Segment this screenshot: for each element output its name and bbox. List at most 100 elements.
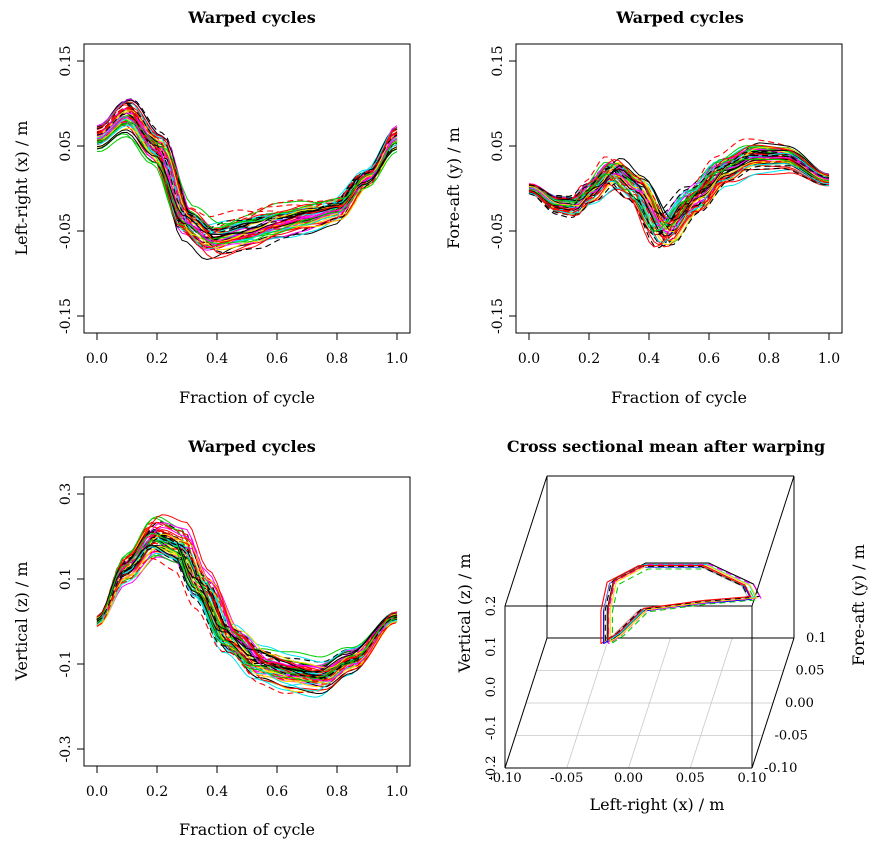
series-line <box>96 120 398 218</box>
ticks-3d: -0.10 -0.05 0.00 0.05 0.10 -0.2 -0.1 0.0 0.1 0.2 -… <box>484 596 827 786</box>
y-tick-label: 0.15 <box>58 45 74 76</box>
series-line <box>96 514 398 673</box>
plot-frame-1 <box>83 43 411 334</box>
series-line <box>96 112 398 246</box>
z-tick-label-3d: 0.00 <box>785 696 814 711</box>
x-tick-label-3d: -0.05 <box>550 771 583 786</box>
x-tick-label: 0.0 <box>86 784 108 800</box>
chart-title-1: Warped cycles <box>187 8 316 27</box>
y-tick-label: -0.05 <box>490 213 506 249</box>
series-line <box>528 162 830 243</box>
x-axis-label-2: Fraction of cycle <box>611 388 747 407</box>
series-curves-3 <box>96 514 398 698</box>
x-tick-label: 0.4 <box>638 351 660 367</box>
panel-vertical: Warped cycles 0.0 0.2 0.4 0.6 0.8 1.0 -0.3-0.… <box>12 437 411 839</box>
series-curves-1 <box>96 98 398 261</box>
x-tick-label-3d: 0.10 <box>738 771 767 786</box>
box-3d <box>504 475 795 769</box>
series-line <box>528 154 830 215</box>
series-line <box>528 152 830 232</box>
x-tick-label: 1.0 <box>386 784 408 800</box>
plot-frame-2 <box>515 43 843 334</box>
box-edge <box>504 637 548 769</box>
x-tick-label: 0.0 <box>86 351 108 367</box>
panel-fore-aft: Warped cycles 0.0 0.2 0.4 0.6 0.8 1.0 -0.15-0… <box>444 8 843 407</box>
x-tick-label: 0.8 <box>758 351 780 367</box>
x-tick-label: 0.2 <box>578 351 600 367</box>
y-tick-label-3d: 0.1 <box>484 636 499 657</box>
series-line <box>96 122 398 225</box>
y-tick-label-3d: 0.2 <box>484 596 499 617</box>
y-tick-label: 0.3 <box>58 483 74 505</box>
plot-frame-3 <box>83 476 411 767</box>
mean-loop <box>611 568 756 644</box>
series-line <box>96 101 398 243</box>
y-tick-label-3d: 0.0 <box>484 677 499 698</box>
z-tick-label-3d: 0.05 <box>796 664 825 679</box>
series-line <box>96 526 398 682</box>
series-line <box>528 160 830 240</box>
x-tick-label-3d: 0.05 <box>676 771 705 786</box>
mean-loop <box>604 565 750 642</box>
y-axis-label-2: Fore-aft (y) / m <box>444 127 463 249</box>
box-edge <box>751 475 795 607</box>
z-tick-label-3d: -0.10 <box>764 761 797 776</box>
series-line <box>96 99 398 241</box>
x-tick-label: 0.2 <box>146 784 168 800</box>
y-tick-label: 0.1 <box>58 568 74 590</box>
y-tick-label: -0.05 <box>58 213 74 249</box>
x-tick-label: 0.6 <box>698 351 720 367</box>
series-curves-2 <box>528 138 830 249</box>
x-ticks-3: 0.0 0.2 0.4 0.6 0.8 1.0 <box>86 766 408 800</box>
x-tick-label: 0.4 <box>206 351 228 367</box>
series-line <box>96 538 398 679</box>
x-axis-label-3: Fraction of cycle <box>179 820 315 839</box>
series-line <box>96 122 398 254</box>
y-axis-label-1: Left-right (x) / m <box>12 121 31 256</box>
panel-3d: Cross sectional mean after warping -0.10… <box>455 437 868 814</box>
chart-title-3: Warped cycles <box>187 437 316 456</box>
x-tick-label: 1.0 <box>386 351 408 367</box>
series-line <box>96 532 398 680</box>
mean-loop <box>607 564 752 640</box>
series-line <box>96 539 398 691</box>
y-tick-label: 0.05 <box>490 130 506 161</box>
x-tick-label: 1.0 <box>818 351 840 367</box>
x-tick-label: 0.4 <box>206 784 228 800</box>
x-ticks-2: 0.0 0.2 0.4 0.6 0.8 1.0 <box>518 333 840 367</box>
y-axis-label-4: Vertical (z) / m <box>455 553 474 673</box>
mean-loop <box>603 565 749 642</box>
series-line <box>96 539 398 683</box>
series-line <box>528 157 830 242</box>
x-tick-label: 0.0 <box>518 351 540 367</box>
z-tick-label-3d: -0.05 <box>775 729 808 744</box>
x-tick-label: 0.8 <box>326 351 348 367</box>
series-curves-4 <box>600 562 762 645</box>
mean-loop <box>608 564 762 645</box>
x-ticks-1: 0.0 0.2 0.4 0.6 0.8 1.0 <box>86 333 408 367</box>
mean-loop <box>609 565 758 643</box>
y-tick-label: 0.15 <box>490 45 506 76</box>
series-line <box>96 113 398 231</box>
x-axis-label-1: Fraction of cycle <box>179 388 315 407</box>
series-line <box>96 129 398 236</box>
x-tick-label: 0.8 <box>326 784 348 800</box>
series-line <box>96 557 398 683</box>
series-line <box>528 165 830 246</box>
series-line <box>96 108 398 233</box>
y-ticks-2: -0.15 -0.05 0.05 0.15 <box>490 45 516 334</box>
y-tick-label: -0.3 <box>58 736 74 763</box>
x-tick-label: 0.6 <box>266 351 288 367</box>
x-axis-label-4: Left-right (x) / m <box>590 795 725 814</box>
series-line <box>528 150 830 236</box>
y-tick-label: -0.15 <box>490 298 506 334</box>
series-line <box>528 144 830 224</box>
series-line <box>96 136 398 245</box>
series-line <box>96 536 398 695</box>
x-tick-label: 0.2 <box>146 351 168 367</box>
box-edge <box>504 475 548 607</box>
x-tick-label-3d: 0.00 <box>614 771 643 786</box>
x-tick-label: 0.6 <box>266 784 288 800</box>
y-ticks-1: -0.15 -0.05 0.05 0.15 <box>58 45 84 334</box>
